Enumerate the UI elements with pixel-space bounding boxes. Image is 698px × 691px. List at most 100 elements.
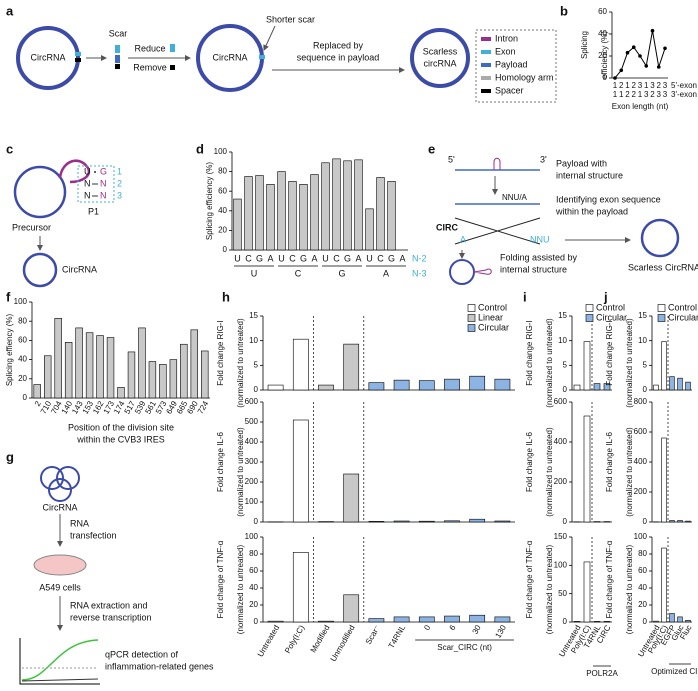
intron: [58, 159, 91, 184]
y-tick-label: 100: [245, 497, 259, 506]
bar: [573, 621, 581, 623]
y-tick-label: 0: [254, 617, 259, 626]
bar: [33, 384, 41, 399]
bar: [96, 335, 104, 399]
bar: [321, 162, 330, 251]
x-tick-label: 3: [657, 90, 662, 99]
bar: [159, 364, 167, 399]
y-tick-label: 0: [254, 385, 259, 394]
point: [656, 65, 661, 69]
legend-swatch: [481, 50, 491, 54]
label: Folding assisted by: [500, 252, 578, 262]
label: CircRNA: [62, 264, 97, 274]
bar: [106, 337, 115, 399]
label: CircRNA: [213, 52, 248, 62]
legend-swatch: [657, 314, 666, 322]
bar: [288, 181, 297, 251]
legend-label: Control: [596, 302, 625, 312]
bar: [365, 208, 374, 251]
label: Replaced by: [313, 40, 364, 50]
y-axis-label: Fold change RIG-I: [525, 320, 534, 385]
y-axis-label: (normalized to untreated): [545, 427, 554, 517]
y-tick-label: 60: [598, 7, 607, 16]
y-tick-label: 80: [18, 316, 27, 325]
y-tick-label: 0: [23, 393, 28, 402]
y-axis-label: Fold change RIG-I: [216, 320, 225, 385]
bar: [418, 380, 435, 391]
legend-label: Payload: [495, 59, 528, 69]
x-tick-label: 0: [422, 623, 432, 632]
y-axis-label: Fold change IL-6: [605, 431, 614, 492]
bar: [494, 616, 511, 623]
point: [631, 45, 636, 49]
y-tick-label: 600: [554, 397, 568, 406]
legend-label: Exon: [495, 46, 516, 56]
y-axis-label: (normalized to untreated): [236, 427, 245, 517]
x-tick-label: 30: [471, 623, 484, 636]
p1-box: [77, 165, 115, 203]
qpcr-curve: [21, 678, 99, 682]
y-tick-label: 5: [643, 360, 648, 369]
bar: [583, 561, 591, 623]
y-tick-label: 0: [643, 517, 648, 526]
bar: [653, 384, 659, 391]
bar: [444, 615, 460, 623]
label: Scarless CircRNA: [628, 262, 698, 272]
bar: [180, 343, 188, 399]
row-label: 3'-exon: [671, 90, 697, 99]
y-tick-label: 20: [249, 600, 258, 609]
bar: [292, 551, 309, 623]
bar: [376, 177, 385, 251]
y-tick-label: 80: [218, 167, 227, 176]
x-tick-label: G: [256, 253, 263, 263]
x-tick-label: 3: [638, 81, 643, 90]
spacer: [115, 64, 120, 69]
y-tick-label: 5: [563, 360, 568, 369]
bar: [343, 343, 360, 391]
structure: [473, 268, 492, 275]
bar: [44, 355, 52, 399]
x-tick-label: 2: [632, 81, 637, 90]
base: N: [100, 190, 107, 200]
y-tick-label: 100: [245, 532, 259, 541]
position: 1: [117, 166, 122, 176]
qpcr-axes: [19, 638, 100, 685]
y-axis-label: (normalized to untreated): [625, 318, 634, 408]
x-axis-label: Exon length (nt): [612, 102, 669, 111]
y-tick-label: 20: [598, 51, 607, 60]
bar: [469, 614, 486, 623]
circrna: [22, 252, 58, 288]
x-tick-label: 2: [619, 81, 624, 90]
y-tick-label: 600: [634, 427, 648, 436]
bar: [661, 547, 667, 623]
bar: [685, 520, 691, 523]
y-tick-label: 800: [634, 397, 648, 406]
x-tick-label: 130: [493, 623, 508, 640]
x-tick-label: 1: [638, 90, 643, 99]
x-tick-label: G: [300, 253, 307, 263]
label: within the payload: [555, 206, 628, 216]
group-label: A: [383, 268, 389, 278]
panel-c: U G N N N N 1 2 3 P1 Precursor CircRNA: [12, 159, 122, 288]
label: CircRNA: [31, 52, 66, 62]
bar: [266, 184, 275, 251]
panel-a: CircRNA Scar Reduce Remove CircRNA Short…: [16, 14, 557, 103]
bar: [117, 387, 125, 399]
bar: [368, 521, 385, 523]
y-axis-label: Splicing: [580, 31, 589, 59]
legend-label: Spacer: [495, 85, 524, 95]
group-label: U: [251, 268, 258, 278]
legend-label: Homology arm: [495, 72, 554, 82]
bar: [354, 159, 363, 251]
legend-label: Control: [478, 302, 507, 312]
bar: [201, 350, 209, 399]
y-tick-label: 600: [245, 397, 259, 406]
x-tick-label: C: [333, 253, 340, 263]
panel-e: 5' 3' Payload with internal structure NN…: [436, 154, 698, 285]
exon: [170, 44, 175, 52]
label: Shorter scar: [266, 14, 315, 24]
y-tick-label: 40: [598, 29, 607, 38]
bar: [677, 616, 683, 623]
x-tick-label: A: [399, 253, 405, 263]
legend-label: Circular: [668, 312, 698, 322]
